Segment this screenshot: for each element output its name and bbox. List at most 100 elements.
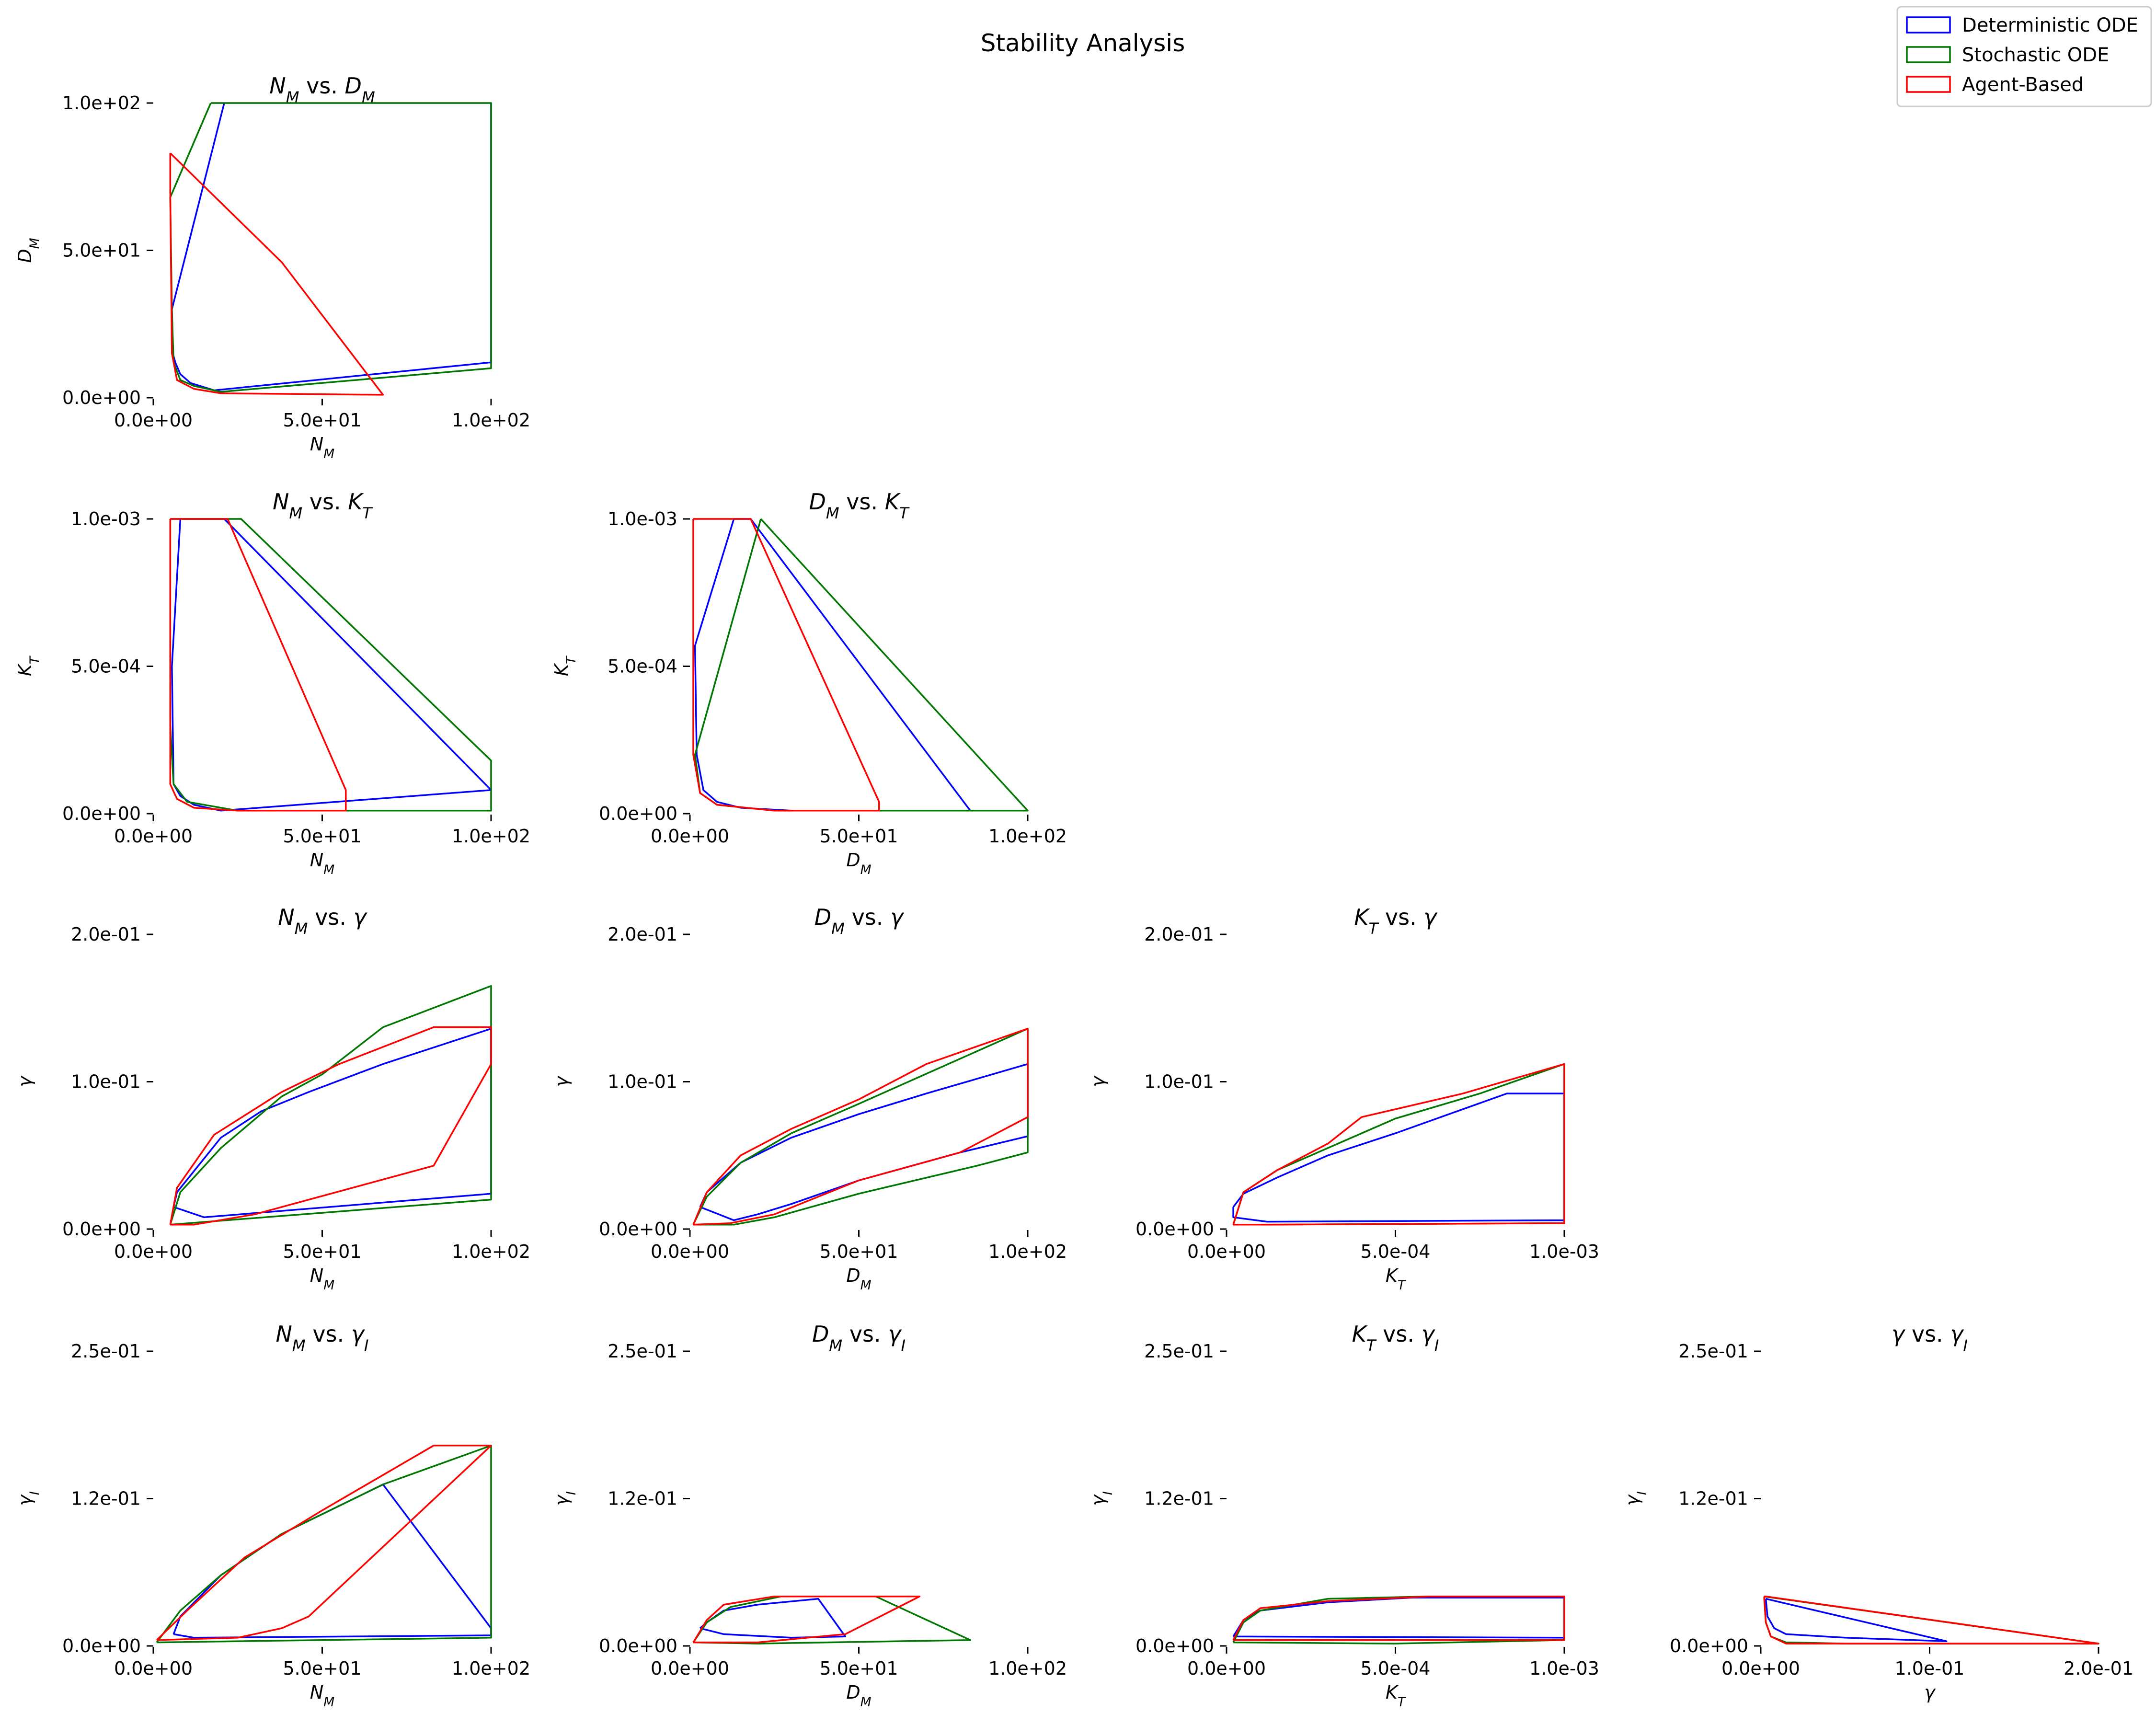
- x-tick-label: 0.0e+00: [1187, 1241, 1266, 1262]
- x-tick-label: 5.0e-04: [1361, 1241, 1431, 1262]
- x-axis-label: NM: [310, 434, 334, 461]
- x-tick-label: 0.0e+00: [651, 826, 729, 847]
- legend-label: Deterministic ODE: [1962, 14, 2138, 36]
- series-line-stochastic-ode: [169, 102, 492, 393]
- y-tick-label: 0.0e+00: [1135, 1219, 1214, 1240]
- x-axis-label: KT: [1386, 1682, 1406, 1710]
- x-tick-label: 0.0e+00: [114, 1241, 193, 1262]
- y-axis-label: γI: [1622, 1491, 1650, 1506]
- x-tick-label: 5.0e-04: [1361, 1658, 1431, 1679]
- y-tick-label: 1.0e-03: [608, 508, 677, 529]
- series-line-deterministic-ode: [171, 103, 492, 391]
- x-axis-label: DM: [846, 850, 871, 877]
- panel-0: NM vs. DM 0.0e+00 5.0e+01 1.0e+02 0.0e+00 5.0…: [14, 73, 530, 461]
- y-axis-label: γI: [14, 1491, 42, 1506]
- y-tick-label: 1.0e-01: [71, 1071, 141, 1092]
- x-axis-label: DM: [846, 1682, 871, 1710]
- y-tick-label: 1.2e-01: [1678, 1488, 1748, 1509]
- panel-4: DM vs. γ 0.0e+00 5.0e+01 1.0e+02 0.0e+00 1.0e…: [551, 904, 1067, 1293]
- x-tick-label: 0.0e+00: [114, 826, 193, 847]
- panel-title: DM vs. γI: [812, 1321, 906, 1355]
- y-tick-label: 0.0e+00: [62, 803, 141, 824]
- y-tick-label: 1.0e+02: [62, 92, 141, 114]
- series-line-agent-based: [156, 1445, 492, 1641]
- panel-title: NM vs. γI: [276, 1321, 369, 1355]
- panel-7: DM vs. γI 0.0e+00 5.0e+01 1.0e+02 0.0e+00 1.2…: [551, 1321, 1067, 1710]
- x-tick-label: 5.0e+01: [819, 826, 898, 847]
- legend-swatch: [1906, 46, 1951, 63]
- legend-label: Stochastic ODE: [1962, 44, 2109, 66]
- y-tick-label: 0.0e+00: [62, 1219, 141, 1240]
- panel-title: NM vs. KT: [273, 489, 373, 522]
- y-tick-label: 2.0e-01: [608, 924, 677, 945]
- x-tick-label: 1.0e-03: [1529, 1658, 1599, 1679]
- legend-label: Agent-Based: [1962, 74, 2084, 96]
- y-axis-label: γ: [1088, 1075, 1109, 1087]
- panel-title: γ vs. γI: [1892, 1321, 1968, 1355]
- x-tick-label: 0.0e+00: [651, 1658, 729, 1679]
- y-tick-label: 2.5e-01: [71, 1341, 141, 1362]
- x-tick-label: 5.0e+01: [283, 410, 361, 431]
- panel-title: NM vs. γ: [278, 904, 367, 938]
- panel-grid: NM vs. DM 0.0e+00 5.0e+01 1.0e+02 0.0e+00 5.0…: [14, 73, 2133, 1710]
- panel-1: NM vs. KT 0.0e+00 5.0e+01 1.0e+02 0.0e+00 5.0…: [14, 489, 530, 877]
- y-tick-label: 1.0e-01: [608, 1071, 677, 1092]
- y-tick-label: 2.5e-01: [1678, 1341, 1748, 1362]
- series-line-agent-based: [1232, 1595, 1565, 1641]
- x-tick-label: 5.0e+01: [819, 1241, 898, 1262]
- series-line-agent-based: [169, 1026, 492, 1226]
- x-tick-label: 1.0e+02: [988, 1241, 1067, 1262]
- y-tick-label: 1.0e-01: [1144, 1071, 1214, 1092]
- figure-title: Stability Analysis: [981, 29, 1185, 57]
- series-line-deterministic-ode: [172, 1028, 492, 1219]
- x-axis-label: KT: [1386, 1265, 1406, 1293]
- y-axis-label: γI: [1088, 1491, 1115, 1506]
- legend-swatch: [1906, 16, 1951, 34]
- legend: Deterministic ODE Stochastic ODE Agent-Bas…: [1896, 6, 2152, 107]
- panel-9: γ vs. γI 0.0e+00 1.0e-01 2.0e-01 0.0e+00 1.2e…: [1622, 1321, 2133, 1703]
- y-tick-label: 0.0e+00: [599, 1635, 677, 1656]
- panel-2: DM vs. KT 0.0e+00 5.0e+01 1.0e+02 0.0e+00 5.0…: [551, 489, 1067, 877]
- series-line-stochastic-ode: [169, 518, 492, 812]
- x-tick-label: 1.0e+02: [452, 410, 530, 431]
- x-axis-label: NM: [310, 850, 334, 877]
- y-axis-label: KT: [551, 656, 579, 676]
- y-tick-label: 0.0e+00: [1670, 1635, 1748, 1656]
- series-line-deterministic-ode: [694, 518, 971, 812]
- x-tick-label: 5.0e+01: [819, 1658, 898, 1679]
- x-tick-label: 1.0e+02: [452, 1658, 530, 1679]
- panel-3: NM vs. γ 0.0e+00 5.0e+01 1.0e+02 0.0e+00 1.0e…: [14, 904, 530, 1293]
- panel-title: KT vs. γI: [1352, 1321, 1439, 1355]
- series-line-agent-based: [1232, 1063, 1565, 1226]
- y-tick-label: 0.0e+00: [62, 387, 141, 408]
- x-tick-label: 1.0e-01: [1895, 1658, 1965, 1679]
- x-axis-label: DM: [846, 1265, 871, 1293]
- y-tick-label: 1.2e-01: [1144, 1488, 1214, 1509]
- y-tick-label: 2.5e-01: [1144, 1341, 1214, 1362]
- series-line-deterministic-ode: [700, 1598, 847, 1639]
- series-line-stochastic-ode: [169, 985, 492, 1226]
- series-line-deterministic-ode: [171, 518, 492, 812]
- series-line-agent-based: [169, 518, 347, 812]
- y-tick-label: 0.0e+00: [62, 1635, 141, 1656]
- x-tick-label: 0.0e+00: [1721, 1658, 1800, 1679]
- series-line-agent-based: [692, 518, 880, 812]
- y-tick-label: 0.0e+00: [1135, 1635, 1214, 1656]
- x-tick-label: 0.0e+00: [651, 1241, 729, 1262]
- y-tick-label: 2.0e-01: [71, 924, 141, 945]
- panel-title: NM vs. DM: [269, 73, 375, 106]
- y-tick-label: 0.0e+00: [599, 803, 677, 824]
- y-axis-label: γ: [551, 1075, 572, 1087]
- y-tick-label: 0.0e+00: [599, 1219, 677, 1240]
- x-tick-label: 1.0e+02: [452, 826, 530, 847]
- x-tick-label: 0.0e+00: [1187, 1658, 1266, 1679]
- y-tick-label: 2.5e-01: [608, 1341, 677, 1362]
- x-tick-label: 0.0e+00: [114, 1658, 193, 1679]
- series-line-deterministic-ode: [1232, 1092, 1565, 1223]
- panel-8: KT vs. γI 0.0e+00 5.0e-04 1.0e-03 0.0e+00 1.2…: [1088, 1321, 1599, 1710]
- panel-title: DM vs. γ: [814, 904, 905, 938]
- series-line-stochastic-ode: [1232, 1063, 1565, 1226]
- panel-title: DM vs. KT: [809, 489, 909, 522]
- y-axis-label: γ: [14, 1075, 35, 1087]
- x-tick-label: 1.0e+02: [988, 1658, 1067, 1679]
